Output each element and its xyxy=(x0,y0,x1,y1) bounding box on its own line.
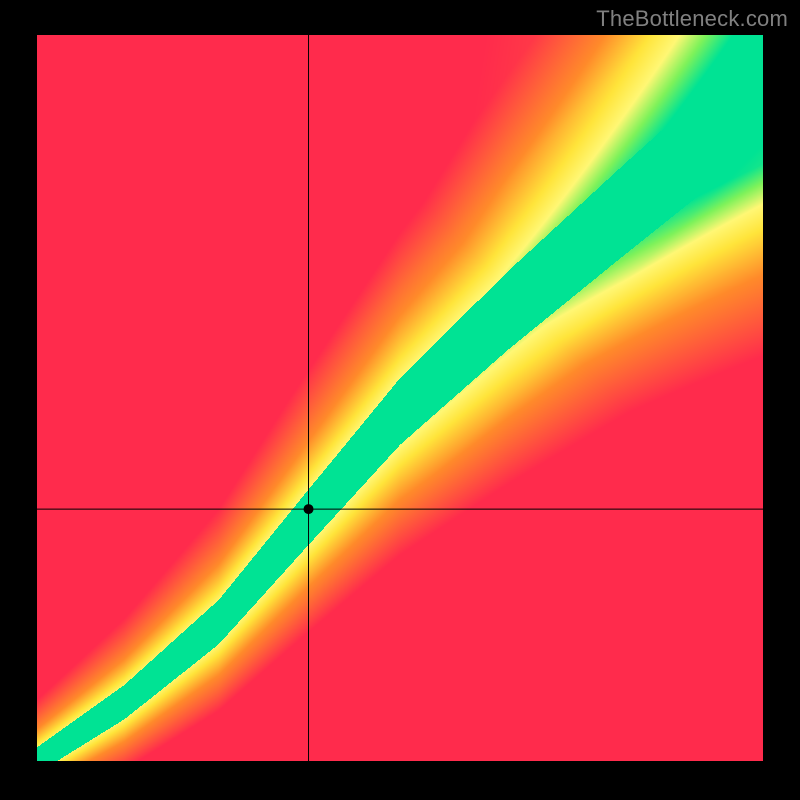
bottleneck-heatmap xyxy=(37,35,763,761)
watermark-text: TheBottleneck.com xyxy=(596,6,788,32)
heatmap-canvas xyxy=(37,35,763,761)
page-root: TheBottleneck.com xyxy=(0,0,800,800)
